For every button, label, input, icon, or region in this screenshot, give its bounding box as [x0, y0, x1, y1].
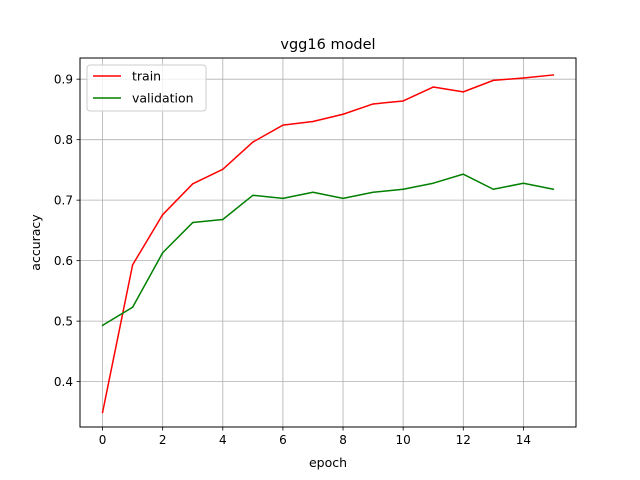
data-point-validation: [522, 182, 525, 184]
data-point-validation: [222, 218, 224, 221]
y-axis-label: accuracy: [28, 214, 43, 271]
data-point-train: [222, 168, 224, 171]
data-point-train: [131, 264, 134, 266]
data-point-train: [402, 100, 404, 102]
legend: train validation: [86, 64, 207, 112]
data-point-train: [191, 183, 194, 185]
x-tick-label: 10: [396, 433, 411, 447]
data-point-validation: [462, 173, 465, 175]
y-tick-label: 0.7: [54, 194, 73, 208]
y-tick-label: 0.6: [54, 254, 73, 268]
data-point-train: [252, 141, 254, 143]
data-point-train: [161, 213, 164, 216]
data-point-train: [312, 120, 314, 123]
x-axis-ticks: 0 2 4 6 8 10 12 14: [99, 427, 531, 447]
series-layer: [101, 74, 555, 414]
y-tick-label: 0.5: [54, 315, 73, 329]
data-point-train: [101, 411, 104, 414]
x-tick-label: 4: [219, 433, 227, 447]
data-point-train: [522, 77, 525, 79]
data-point-validation: [402, 188, 404, 191]
data-point-validation: [312, 191, 314, 194]
data-point-validation: [191, 221, 194, 224]
series-validation: [101, 173, 555, 327]
series-line-train: [101, 74, 554, 413]
data-point-train: [282, 124, 284, 126]
data-point-validation: [432, 182, 434, 184]
chart-title: vgg16 model: [280, 37, 375, 53]
grid: [80, 58, 576, 427]
data-point-train: [342, 113, 344, 116]
x-tick-label: 12: [456, 433, 471, 447]
x-axis-label: epoch: [309, 455, 347, 470]
plot-frame: [79, 57, 577, 428]
y-tick-label: 0.8: [54, 133, 73, 147]
data-point-validation: [252, 194, 254, 197]
x-tick-label: 6: [279, 433, 287, 447]
x-tick-label: 0: [99, 433, 107, 447]
data-point-validation: [101, 324, 104, 327]
data-point-train: [432, 86, 434, 88]
data-point-validation: [161, 252, 164, 254]
x-tick-label: 14: [516, 433, 531, 447]
x-tick-label: 2: [159, 433, 167, 447]
data-point-validation: [552, 188, 555, 191]
y-axis-ticks: 0.4 0.5 0.6 0.7 0.8 0.9: [54, 73, 80, 389]
y-tick-label: 0.4: [54, 375, 73, 389]
data-point-train: [552, 74, 555, 76]
series-line-validation: [102, 173, 554, 327]
data-point-validation: [372, 191, 374, 194]
legend-label-validation: validation: [132, 91, 194, 106]
data-point-train: [462, 91, 465, 93]
y-tick-label: 0.9: [54, 73, 73, 87]
data-point-validation: [131, 306, 134, 308]
data-point-validation: [342, 197, 344, 200]
data-point-validation: [492, 188, 495, 191]
x-tick-label: 8: [339, 433, 347, 447]
data-point-train: [492, 79, 495, 82]
data-point-train: [372, 103, 374, 105]
series-train: [101, 74, 555, 414]
legend-label-train: train: [132, 69, 161, 84]
data-point-validation: [282, 197, 284, 200]
